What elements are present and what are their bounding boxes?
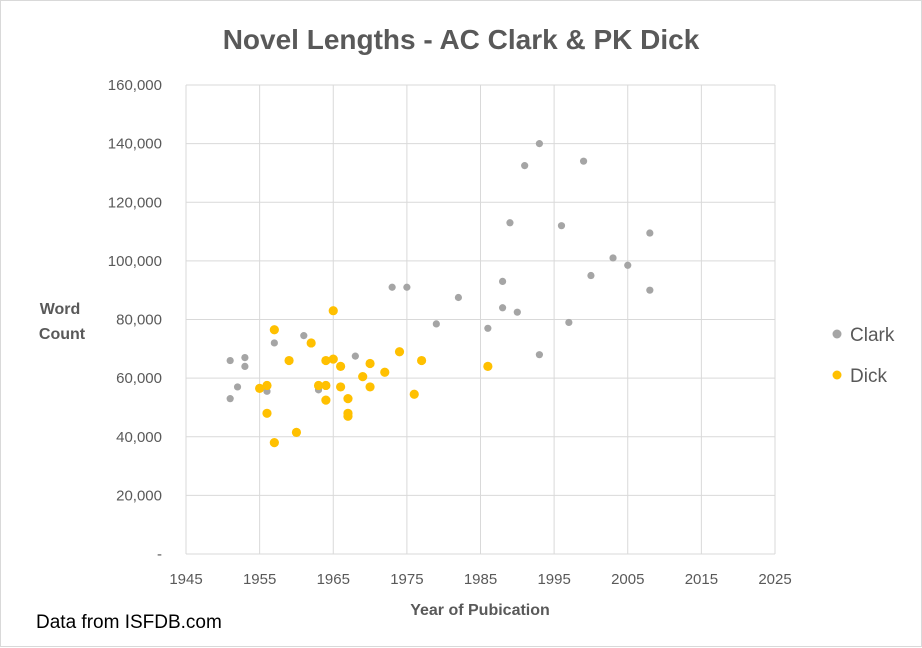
legend-label-dick: Dick	[850, 366, 887, 387]
legend-label-clark: Clark	[850, 325, 895, 346]
data-point-clark	[624, 261, 632, 269]
data-points	[226, 140, 654, 448]
data-point-dick	[284, 355, 294, 366]
gridlines	[185, 84, 776, 555]
y-tick-label: 100,000	[108, 253, 162, 270]
series-clark	[226, 140, 654, 403]
x-tick-label: 1995	[537, 571, 570, 588]
data-point-dick	[262, 408, 272, 418]
data-point-dick	[321, 380, 331, 391]
data-point-clark	[226, 356, 234, 365]
x-tick-label: 1985	[464, 571, 497, 588]
y-tick-label: 120,000	[108, 194, 162, 211]
x-tick-label: 1965	[317, 571, 350, 588]
data-point-clark	[233, 383, 242, 391]
data-point-clark	[565, 318, 573, 327]
x-tick-label: 2025	[758, 571, 791, 588]
data-point-dick	[321, 355, 331, 366]
data-point-dick	[336, 361, 346, 371]
data-point-dick	[365, 358, 375, 369]
y-tick-label: 60,000	[116, 370, 162, 387]
data-point-clark	[557, 222, 566, 230]
x-tick-label: 1975	[390, 571, 423, 588]
data-point-clark	[609, 254, 617, 262]
data-point-dick	[343, 411, 353, 421]
data-point-dick	[365, 382, 375, 392]
data-point-clark	[498, 277, 507, 285]
data-point-dick	[380, 367, 390, 377]
y-tick-label: 40,000	[116, 429, 162, 446]
data-point-dick	[291, 427, 302, 437]
legend-item-dick: Dick	[832, 366, 887, 387]
data-point-clark	[506, 219, 514, 227]
y-axis-ticks: - 20,000 40,000 60,000 80,000 100,000 120,000 1…	[108, 77, 162, 563]
x-tick-label: 2015	[685, 571, 718, 588]
data-point-clark	[388, 283, 396, 291]
data-point-dick	[269, 325, 279, 335]
data-point-clark	[403, 283, 411, 291]
legend: Clark Dick	[832, 325, 895, 387]
data-point-clark	[484, 324, 492, 332]
data-point-clark	[270, 339, 278, 347]
y-tick-label: 160,000	[108, 77, 162, 94]
chart-title: Novel Lengths - AC Clark & PK Dick	[223, 24, 700, 55]
data-point-dick	[262, 380, 272, 391]
data-point-clark	[646, 286, 654, 294]
data-point-dick	[358, 372, 368, 382]
data-point-clark	[513, 308, 521, 316]
data-point-dick	[336, 382, 346, 392]
data-point-dick	[483, 361, 493, 371]
y-tick-label: -	[157, 546, 162, 563]
data-point-dick	[343, 394, 353, 404]
data-point-clark	[351, 352, 359, 360]
data-point-dick	[269, 438, 279, 448]
legend-marker-clark	[832, 329, 842, 339]
x-tick-label: 1955	[243, 571, 276, 588]
data-point-clark	[535, 351, 544, 359]
y-tick-label: 20,000	[116, 487, 162, 504]
x-axis-ticks: 1945 1955 1965 1975 1985 1995 2005 2015 2025	[169, 571, 791, 588]
data-point-clark	[535, 140, 544, 148]
series-dick	[255, 306, 493, 448]
data-point-clark	[498, 304, 507, 312]
y-tick-label: 80,000	[116, 312, 162, 329]
data-point-clark	[432, 320, 440, 328]
y-axis-title-line1: Word	[40, 301, 81, 318]
data-point-clark	[300, 332, 308, 340]
data-point-dick	[417, 355, 427, 366]
x-tick-label: 1945	[169, 571, 202, 588]
data-point-dick	[409, 389, 419, 399]
data-point-clark	[646, 229, 654, 237]
data-point-clark	[454, 293, 463, 302]
source-note: Data from ISFDB.com	[36, 612, 222, 633]
y-axis-title-line2: Count	[39, 326, 86, 343]
data-point-dick	[321, 395, 331, 405]
data-point-clark	[226, 395, 234, 403]
data-point-clark	[587, 271, 595, 280]
data-point-dick	[255, 383, 265, 393]
data-point-dick	[313, 380, 324, 391]
legend-item-clark: Clark	[832, 325, 895, 346]
x-axis-title: Year of Pubication	[410, 602, 550, 619]
data-point-dick	[328, 306, 338, 316]
data-point-dick	[328, 354, 338, 364]
data-point-clark	[241, 362, 249, 370]
y-tick-label: 140,000	[108, 136, 162, 153]
data-point-dick	[306, 338, 316, 348]
data-point-clark	[521, 162, 529, 170]
data-point-clark	[241, 354, 249, 362]
x-tick-label: 2005	[611, 571, 644, 588]
data-point-clark	[579, 157, 588, 165]
data-point-dick	[394, 347, 405, 357]
legend-marker-dick	[832, 370, 842, 380]
